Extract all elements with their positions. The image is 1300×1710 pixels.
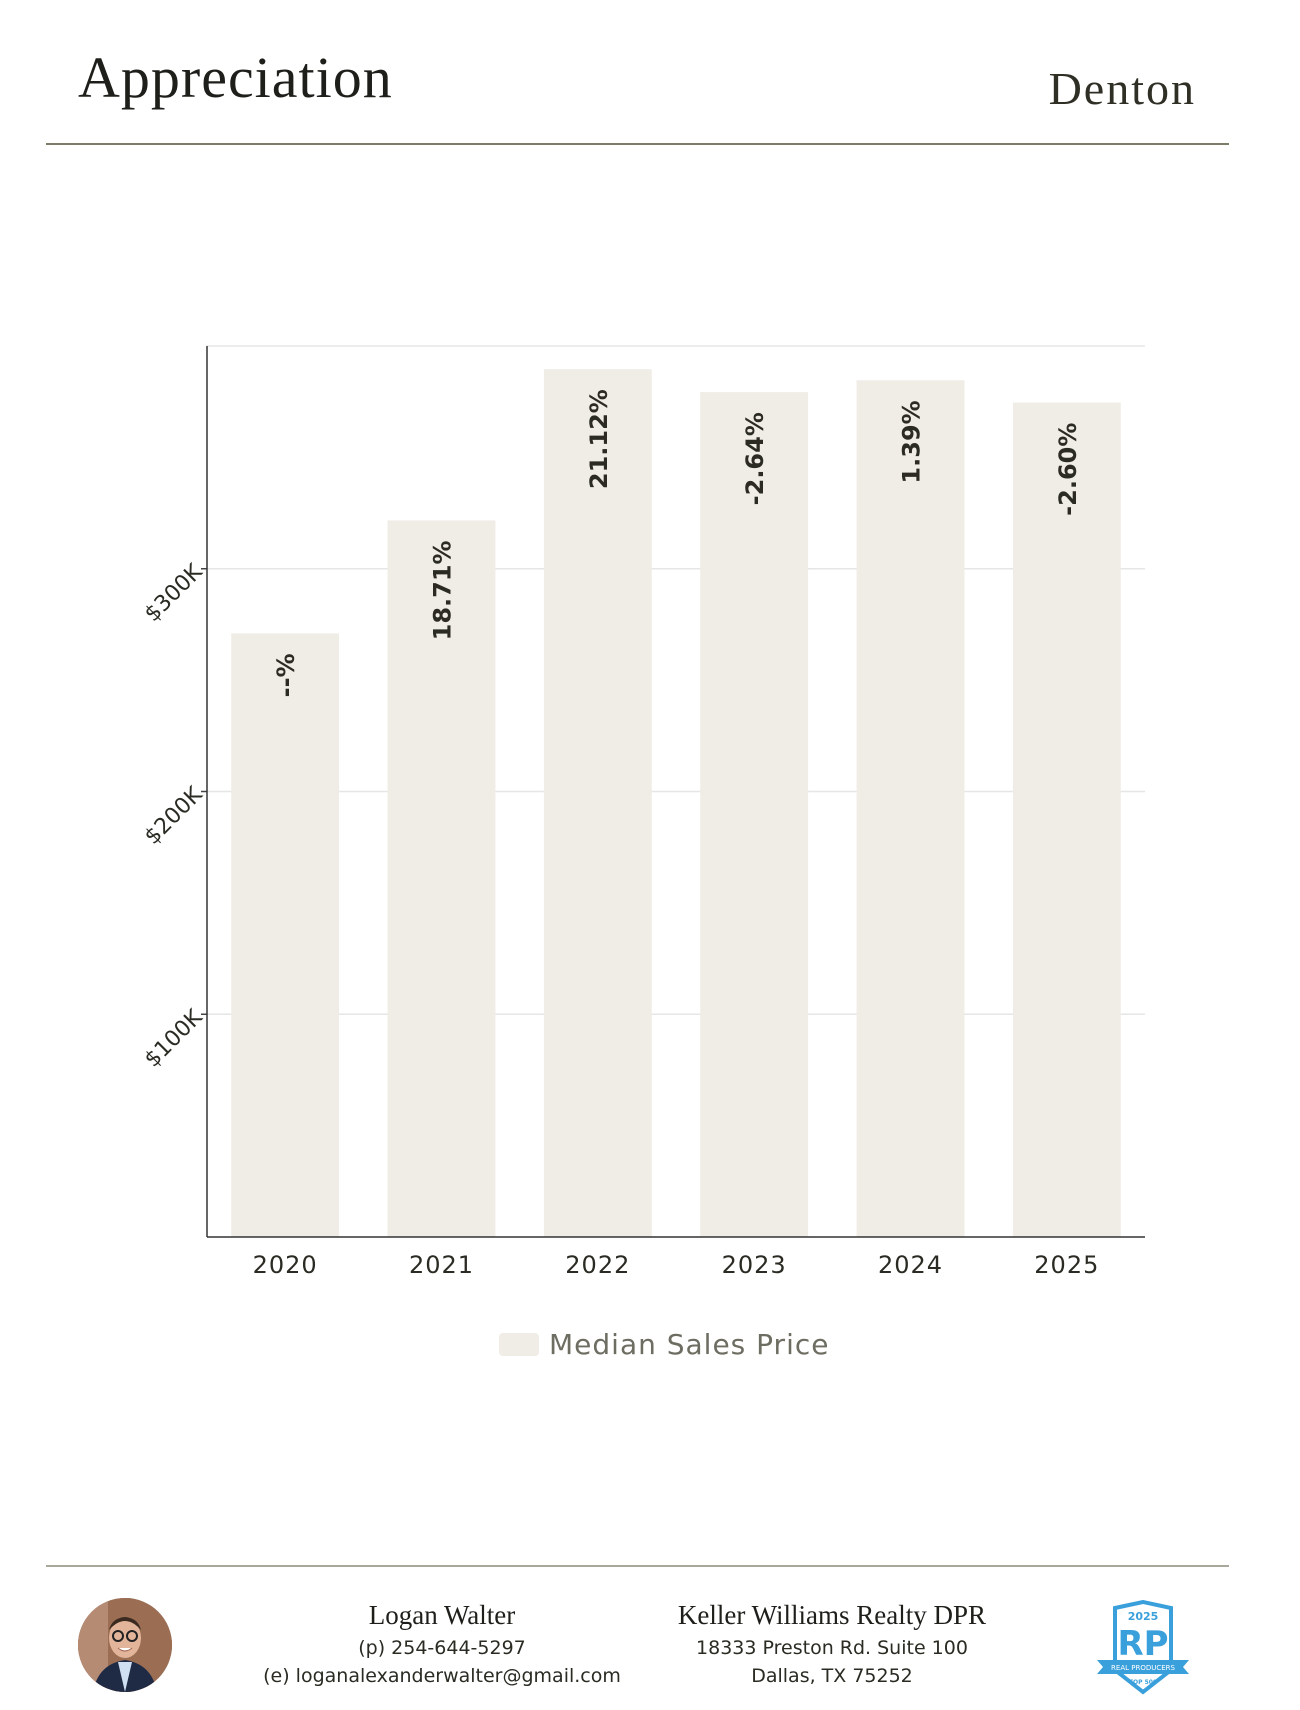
bar-2022 bbox=[543, 369, 652, 1237]
header-divider bbox=[46, 143, 1229, 145]
company-address-line2: Dallas, TX 75252 bbox=[751, 1665, 913, 1687]
footer-divider bbox=[46, 1565, 1229, 1567]
x-tick-label: 2020 bbox=[253, 1251, 318, 1279]
x-tick-label: 2022 bbox=[565, 1251, 630, 1279]
data-label: --% bbox=[272, 653, 300, 697]
agent-phone[interactable]: (p) 254-644-5297 bbox=[358, 1637, 526, 1659]
company-info: Keller Williams Realty DPR 18333 Preston… bbox=[632, 1600, 1032, 1687]
y-tick-label: $200K bbox=[140, 782, 208, 850]
bar-2023 bbox=[700, 392, 809, 1237]
x-tick-label: 2024 bbox=[878, 1251, 943, 1279]
data-label: 18.71% bbox=[429, 540, 457, 640]
x-tick-label: 2023 bbox=[722, 1251, 787, 1279]
data-label: 1.39% bbox=[898, 400, 926, 483]
legend-label: Median Sales Price bbox=[549, 1328, 829, 1361]
location-label: Denton bbox=[1048, 63, 1196, 114]
data-label: 21.12% bbox=[585, 389, 613, 489]
bar-2021 bbox=[387, 520, 496, 1237]
bar-2020 bbox=[231, 633, 340, 1237]
data-label: -2.64% bbox=[741, 412, 769, 505]
agent-name: Logan Walter bbox=[368, 1600, 516, 1630]
x-tick-label: 2021 bbox=[409, 1251, 474, 1279]
legend-swatch bbox=[499, 1333, 539, 1356]
data-label: -2.60% bbox=[1054, 423, 1082, 516]
y-tick-label: $100K bbox=[140, 1005, 208, 1073]
median-sales-price-chart: $100K $200K $300K --% 2020 18.71% 2021 21.12% 20… bbox=[140, 345, 1145, 1361]
agent-avatar bbox=[78, 1598, 172, 1692]
y-tick-label: $300K bbox=[140, 559, 208, 627]
bar-2025 bbox=[1012, 402, 1121, 1237]
badge-ribbon: REAL PRODUCERS bbox=[1111, 1664, 1175, 1672]
agent-contact: Logan Walter (p) 254-644-5297 (e) logana… bbox=[242, 1600, 642, 1687]
agent-email[interactable]: (e) loganalexanderwalter@gmail.com bbox=[263, 1665, 621, 1687]
page-title: Appreciation bbox=[78, 45, 393, 110]
real-producers-badge-logo: 2025 RP REAL PRODUCERS TOP 500 bbox=[1097, 1600, 1189, 1695]
company-name: Keller Williams Realty DPR bbox=[677, 1600, 987, 1630]
x-tick-label: 2025 bbox=[1034, 1251, 1099, 1279]
badge-sub: TOP 500 bbox=[1129, 1679, 1157, 1686]
badge-mark: RP bbox=[1117, 1624, 1168, 1664]
company-address-line1: 18333 Preston Rd. Suite 100 bbox=[696, 1637, 968, 1659]
badge-year: 2025 bbox=[1128, 1610, 1159, 1623]
bar-2024 bbox=[856, 380, 965, 1238]
